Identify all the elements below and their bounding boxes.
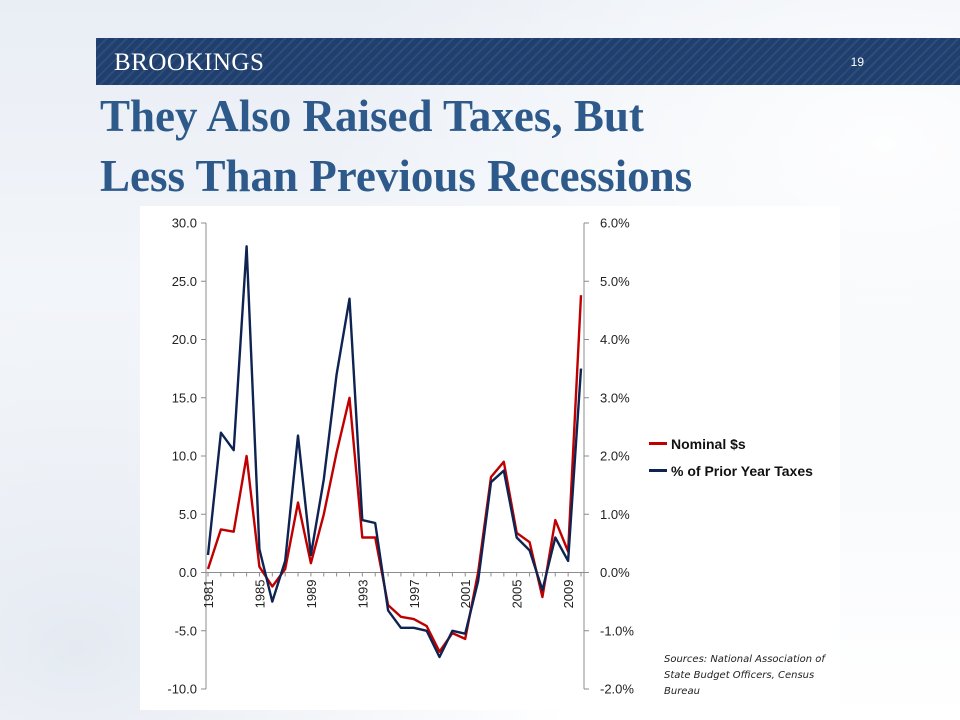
y-right-tick-label: -1.0%: [600, 623, 634, 638]
legend-item-nominal: Nominal $s: [649, 430, 813, 457]
title-line-2: Less Than Previous Recessions: [100, 151, 693, 201]
brand-logo-text: BROOKINGS: [114, 49, 265, 76]
y-left-tick-label: -5.0: [175, 623, 197, 638]
y-left-tick-label: 10.0: [172, 449, 197, 464]
y-left-tick-label: 20.0: [172, 332, 197, 347]
y-right-tick-label: 1.0%: [600, 507, 630, 522]
chart-panel: 30.0 25.0 20.0 15.0 10.0 5.0 0.0 -5.0 -10.0 6.0% 5…: [140, 206, 840, 710]
x-tick-label: 1993: [355, 580, 370, 609]
y-left-tick-label: 15.0: [172, 390, 197, 405]
y-right-tick-label: 3.0%: [600, 390, 630, 405]
slide-page-number: 19: [850, 55, 864, 69]
y-left-tick-label: 0.0: [179, 565, 197, 580]
y-right-tick-label: 5.0%: [600, 274, 630, 289]
x-tick-label: 2001: [458, 580, 473, 609]
y-right-tick-label: 4.0%: [600, 332, 630, 347]
legend-label-percent: % of Prior Year Taxes: [671, 462, 813, 479]
y-left-tick-label: 30.0: [172, 216, 197, 231]
x-tick-label: 2009: [561, 580, 576, 609]
header-banner: BROOKINGS 19: [96, 38, 960, 85]
legend-swatch-nominal: [649, 442, 667, 445]
legend-swatch-percent: [649, 469, 667, 472]
y-right-tick-label: 2.0%: [600, 449, 630, 464]
y-right-tick-label: -2.0%: [600, 682, 634, 697]
sources-note: Sources: National Association of State B…: [664, 654, 825, 697]
x-tick-label: 1997: [407, 580, 422, 609]
x-tick-label: 1985: [252, 580, 267, 609]
slide-title: They Also Raised Taxes, But Less Than Pr…: [100, 86, 940, 206]
series-line-percent: [206, 245, 583, 659]
y-right-tick-label: 6.0%: [600, 216, 630, 231]
tax-change-line-chart: 30.0 25.0 20.0 15.0 10.0 5.0 0.0 -5.0 -10.0 6.0% 5…: [167, 216, 634, 697]
y-left-tick-label: -10.0: [167, 682, 197, 697]
y-left-tick-label: 25.0: [172, 274, 197, 289]
y-left-tick-label: 5.0: [179, 507, 197, 522]
title-line-1: They Also Raised Taxes, But: [100, 91, 644, 141]
legend-label-nominal: Nominal $s: [671, 435, 746, 452]
x-tick-label: 2005: [510, 580, 525, 609]
y-right-tick-label: 0.0%: [600, 565, 630, 580]
x-tick-label: 1981: [201, 580, 216, 609]
legend-item-percent: % of Prior Year Taxes: [649, 457, 813, 484]
x-tick-label: 1989: [304, 580, 319, 609]
series-line-nominal: [206, 295, 583, 653]
chart-legend: Nominal $s % of Prior Year Taxes: [649, 430, 813, 484]
